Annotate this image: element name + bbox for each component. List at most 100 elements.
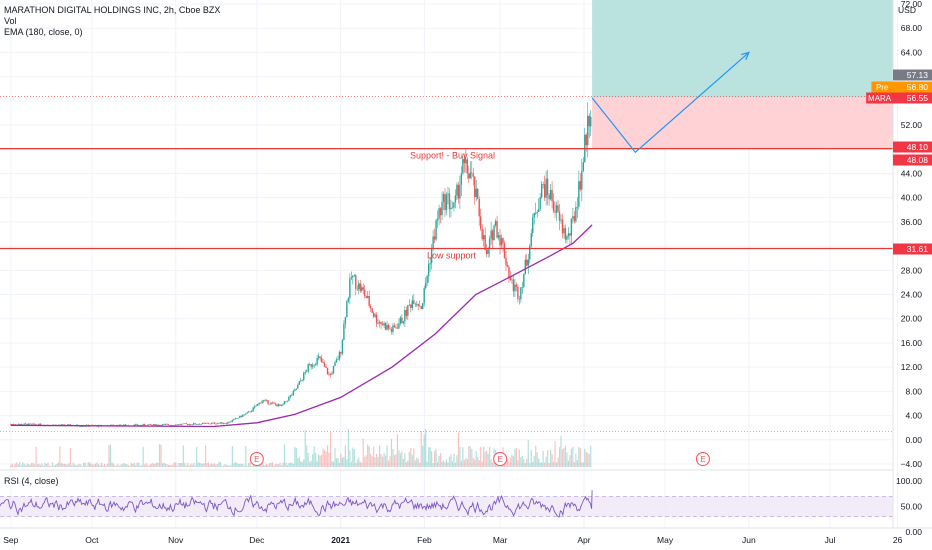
price-label-value: 56.55 <box>907 93 929 103</box>
candle-body <box>426 275 428 284</box>
candle-body <box>383 323 385 326</box>
volume-bar <box>86 465 88 467</box>
ema-legend[interactable]: EMA (180, close, 0) <box>4 27 83 37</box>
earnings-marker-label: E <box>700 455 705 464</box>
volume-bar <box>572 447 574 467</box>
candle-body <box>124 424 127 426</box>
candle-body <box>172 425 174 426</box>
volume-bar <box>28 464 30 467</box>
volume-bar <box>323 450 326 467</box>
volume-bar <box>532 461 534 467</box>
volume-bar <box>569 455 571 467</box>
horizontal-levels[interactable]: Support! - Buy Signal Low support <box>0 96 893 432</box>
projection-line <box>591 51 750 154</box>
candle-body <box>493 225 495 241</box>
volume-bar <box>277 464 280 467</box>
candle-body <box>401 317 403 324</box>
rsi-legend[interactable]: RSI (4, close) <box>4 476 59 486</box>
volume-bar <box>68 463 70 467</box>
volume-legend[interactable]: Vol <box>4 16 17 26</box>
volume-bar <box>109 444 112 467</box>
candle-body <box>399 317 402 324</box>
candle-body <box>322 362 324 364</box>
candle-body <box>233 418 235 420</box>
volume-bar <box>135 465 137 467</box>
candle-body <box>283 401 286 404</box>
candle-body <box>377 323 379 324</box>
earnings-marker <box>695 452 710 466</box>
candle-body <box>540 184 543 198</box>
volume-bar <box>346 459 348 467</box>
candle-body <box>560 219 562 221</box>
volume-bar <box>207 462 210 467</box>
candle-body <box>32 423 34 425</box>
volume-bar <box>563 448 565 467</box>
candle-body <box>407 305 409 316</box>
volume-bar <box>90 463 92 467</box>
candle-body <box>353 275 356 276</box>
candle-body <box>555 205 558 213</box>
candle-body <box>237 417 240 419</box>
volume-bar <box>209 464 211 467</box>
candle-body <box>198 424 201 425</box>
volume-bar <box>416 457 418 467</box>
currency-label[interactable]: USD <box>898 5 916 15</box>
candle-body <box>509 277 512 280</box>
candle-body <box>578 181 580 207</box>
candle-body <box>239 415 241 418</box>
price-label-value: 48.08 <box>907 155 929 165</box>
volume-bar <box>260 463 262 467</box>
symbol-title[interactable]: MARATHON DIGITAL HOLDINGS INC, 2h, Cboe … <box>4 5 221 15</box>
volume-bar <box>72 462 74 467</box>
candle-body <box>438 208 440 219</box>
volume-bar <box>147 465 149 467</box>
volume-bar <box>81 465 83 467</box>
candle-body <box>264 399 266 401</box>
volume-bar <box>151 463 153 467</box>
volume-bar <box>16 462 18 467</box>
volume-bar <box>536 452 538 467</box>
candle-body <box>253 406 256 408</box>
time-axis[interactable]: Sep Oct Nov Dec 2021 Feb Mar Apr May Jun Jul 26 <box>0 527 932 545</box>
time-tick-label: Feb <box>417 535 432 545</box>
candle-body <box>245 413 247 415</box>
volume-bar <box>401 451 403 467</box>
candle-body <box>371 308 373 313</box>
candle-body <box>265 399 268 401</box>
volume-bar <box>114 465 116 467</box>
candle-body <box>502 238 504 244</box>
volume-bar <box>166 464 168 467</box>
candle-body <box>320 357 323 363</box>
candle-body <box>273 402 275 404</box>
price-tick-label: 64.00 <box>901 47 923 57</box>
volume-bar <box>163 462 165 467</box>
volume-bar <box>248 462 250 467</box>
candle-body <box>411 300 413 308</box>
candle-body <box>487 248 489 255</box>
volume-bar <box>271 462 274 467</box>
volume-bar <box>78 463 80 467</box>
volume-bar <box>138 462 140 467</box>
candle-body <box>212 422 214 424</box>
volume-bar <box>263 464 265 467</box>
candle-body <box>436 218 439 221</box>
price-tick-label: 72.00 <box>901 0 923 9</box>
volume-bar <box>175 462 177 467</box>
volume-bar <box>182 445 184 467</box>
volume-bar <box>224 464 226 467</box>
price-axis[interactable]: 72.00 68.00 64.00 52.00 44.00 40.00 36.00 28.00… <box>892 0 923 537</box>
volume-bar <box>206 462 208 467</box>
candle-body <box>248 411 250 413</box>
candle-body <box>514 284 516 292</box>
volume-bar <box>558 447 561 467</box>
candle-body <box>298 381 300 385</box>
volume-bar <box>387 460 390 467</box>
candle-body <box>395 327 397 328</box>
volume-bar <box>213 463 216 467</box>
projection-path[interactable] <box>591 51 750 154</box>
volume-bar <box>380 454 382 467</box>
profit-zone <box>592 0 893 98</box>
volume-bar <box>89 462 91 467</box>
